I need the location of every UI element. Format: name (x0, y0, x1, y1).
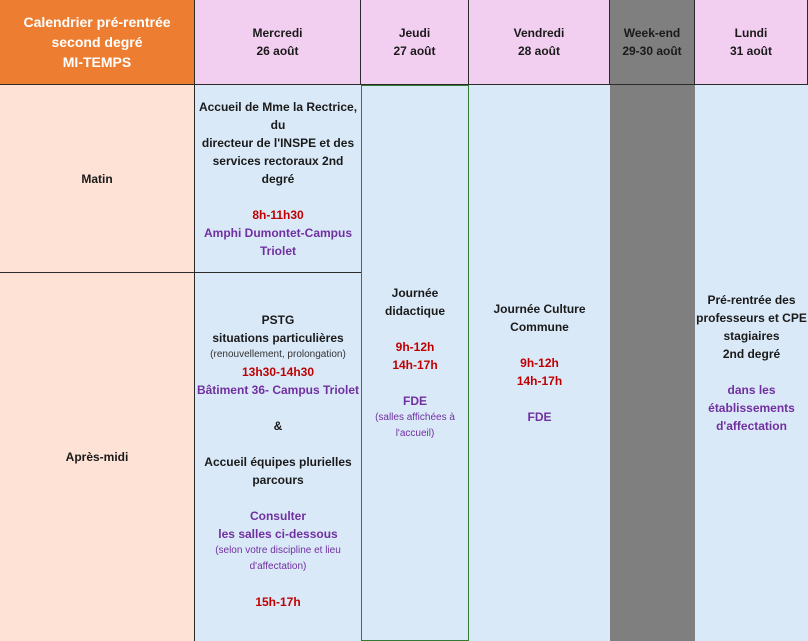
thursday-line-1: Journée (391, 286, 439, 300)
thursday-note-line-2: l'accueil) (395, 428, 435, 439)
header-day-date: 28 août (517, 44, 560, 58)
monday-place-line-2: établissements (708, 401, 795, 415)
welcome-text-line-3: services rectoraux 2nd degré (212, 153, 344, 186)
header-day-name: Vendredi (513, 26, 565, 40)
consult-note-line-1: (selon votre discipline et lieu (215, 545, 341, 556)
monday-line-1: Pré-rentrée des (707, 293, 796, 307)
header-day-date: 26 août (256, 44, 299, 58)
consult-line-1: Consulter (249, 509, 306, 523)
row-label-afternoon: Après-midi (0, 273, 195, 641)
header-friday: Vendredi 28 août (469, 0, 610, 85)
header-day-date: 29-30 août (622, 44, 682, 58)
row-label-morning: Matin (0, 85, 195, 273)
friday-time-2: 14h-17h (516, 374, 563, 388)
pstg-situations: situations particulières (212, 331, 344, 345)
header-day-date: 31 août (729, 44, 772, 58)
thursday-place: FDE (403, 394, 427, 408)
monday-place-line-3: d'affectation (716, 419, 787, 433)
accueil-line-1: Accueil équipes plurielles (204, 455, 352, 469)
friday-line-1: Journée Culture (493, 302, 586, 316)
header-day-name: Jeudi (398, 26, 431, 40)
wednesday-morning-cell: Accueil de Mme la Rectrice, du directeur… (195, 85, 361, 273)
thursday-cell: Journée didactique 9h-12h 14h-17h FDE (s… (361, 85, 469, 641)
pstg-time: 13h30-14h30 (241, 365, 315, 379)
monday-line-3: stagiaires (723, 329, 780, 343)
accueil-time: 15h-17h (255, 595, 301, 609)
friday-place: FDE (527, 410, 552, 424)
header-day-name: Lundi (734, 26, 768, 40)
header-wednesday: Mercredi 26 août (195, 0, 361, 85)
pstg-place: Bâtiment 36- Campus Triolet (196, 383, 360, 397)
row-label-text: Matin (81, 171, 113, 186)
weekend-cell (610, 85, 695, 641)
header-day-date: 27 août (393, 44, 436, 58)
title-line-1: Calendrier pré-rentrée (23, 14, 171, 30)
title-line-2: second degré (51, 34, 143, 50)
welcome-text-line-2: directeur de l'INSPE et des (201, 135, 355, 150)
thursday-line-2: didactique (384, 304, 445, 318)
thursday-time-2: 14h-17h (392, 358, 438, 372)
accueil-line-2: parcours (252, 473, 304, 487)
welcome-text-line-1: Accueil de Mme la Rectrice, du (198, 99, 358, 132)
header-day-name: Week-end (623, 26, 681, 40)
header-monday: Lundi 31 août (695, 0, 808, 85)
welcome-time: 8h-11h30 (252, 207, 304, 222)
monday-line-2: professeurs et CPE (696, 311, 807, 325)
row-label-text: Après-midi (65, 450, 129, 464)
friday-cell: Journée Culture Commune 9h-12h 14h-17h F… (469, 85, 610, 641)
header-weekend: Week-end 29-30 août (610, 0, 695, 85)
consult-line-2: les salles ci-dessous (218, 527, 338, 541)
pstg-situations-note: (renouvellement, prolongation) (210, 349, 346, 360)
monday-place-line-1: dans les (727, 383, 776, 397)
welcome-place-line-1: Amphi Dumontet-Campus (204, 225, 352, 240)
thursday-time-1: 9h-12h (395, 340, 435, 354)
consult-note-line-2: d'affectation) (249, 561, 307, 572)
welcome-place-line-2: Triolet (259, 243, 296, 258)
monday-line-4: 2nd degré (722, 347, 781, 361)
friday-line-2: Commune (510, 320, 569, 334)
header-thursday: Jeudi 27 août (361, 0, 469, 85)
header-day-name: Mercredi (252, 26, 303, 40)
pstg-title: PSTG (261, 313, 295, 327)
ampersand: & (273, 419, 283, 433)
friday-time-1: 9h-12h (520, 356, 559, 370)
title-line-3: MI-TEMPS (62, 54, 132, 70)
wednesday-afternoon-cell: PSTG situations particulières (renouvell… (195, 273, 361, 641)
title-cell: Calendrier pré-rentrée second degré MI-T… (0, 0, 195, 85)
thursday-note-line-1: (salles affichées à (375, 412, 455, 423)
monday-cell: Pré-rentrée des professeurs et CPE stagi… (695, 85, 808, 641)
